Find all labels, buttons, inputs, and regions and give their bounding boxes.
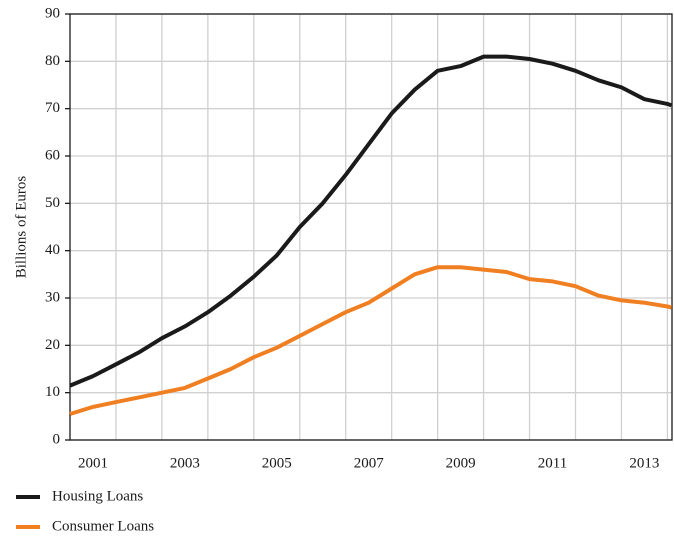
x-tick-label: 2007 (354, 455, 385, 471)
legend-label: Housing Loans (52, 488, 143, 504)
y-tick-label: 10 (45, 384, 60, 400)
y-tick-label: 0 (53, 431, 61, 447)
x-tick-label: 2013 (629, 455, 659, 471)
x-tick-label: 2001 (78, 455, 108, 471)
y-tick-label: 50 (45, 195, 60, 211)
x-tick-label: 2003 (170, 455, 200, 471)
x-tick-label: 2011 (538, 455, 567, 471)
y-tick-label: 40 (45, 242, 60, 258)
y-axis-label: Billions of Euros (13, 176, 29, 279)
y-tick-label: 90 (45, 5, 60, 21)
x-tick-label: 2005 (262, 455, 292, 471)
line (69, 265, 672, 416)
y-tick-label: 60 (45, 147, 60, 163)
legend-label: Consumer Loans (52, 518, 154, 534)
line (69, 54, 673, 388)
y-tick-label: 80 (45, 53, 60, 69)
plot-frame (69, 13, 673, 441)
y-tick-label: 70 (45, 100, 60, 116)
y-tick-label: 20 (45, 337, 60, 353)
y-tick-label: 30 (45, 289, 60, 305)
x-tick-label: 2009 (446, 455, 476, 471)
